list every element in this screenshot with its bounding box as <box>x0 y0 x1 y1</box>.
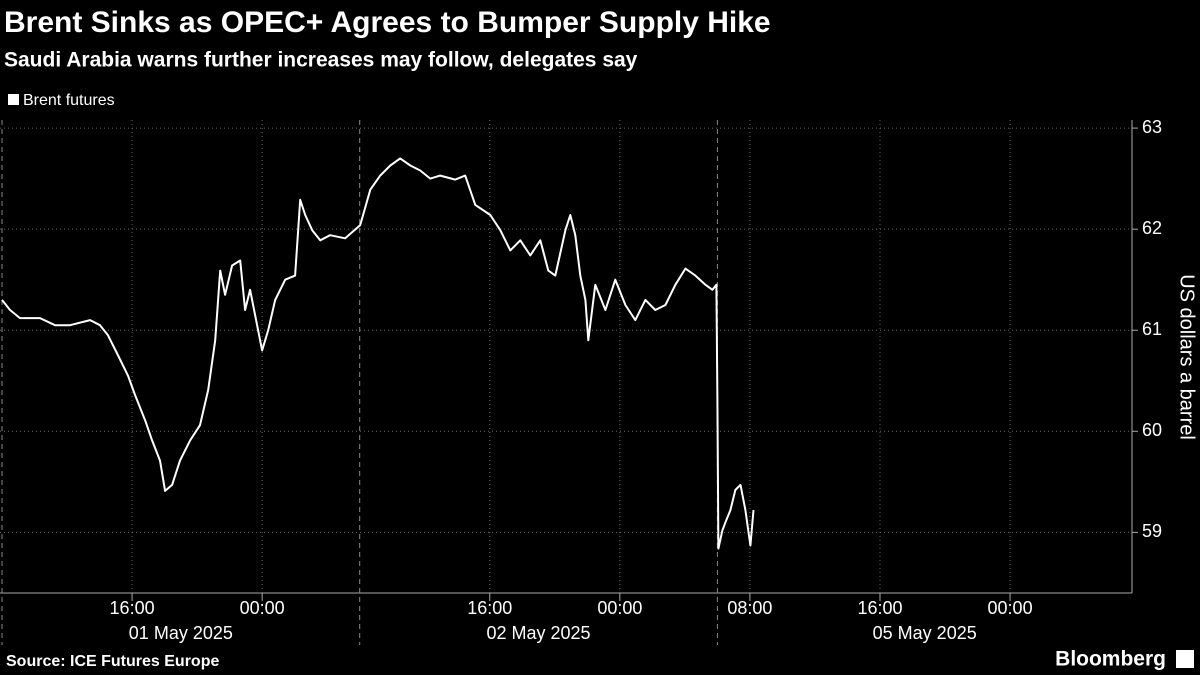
brand: Bloomberg <box>1055 648 1166 671</box>
legend-label: Brent futures <box>23 92 115 109</box>
y-tick-label: 63 <box>1142 117 1162 137</box>
x-tick-label: 16:00 <box>857 598 902 618</box>
chart-title: Brent Sinks as OPEC+ Agrees to Bumper Su… <box>4 6 771 39</box>
date-label: 02 May 2025 <box>487 623 591 643</box>
date-label: 05 May 2025 <box>873 623 977 643</box>
x-tick-label: 00:00 <box>240 598 285 618</box>
legend-swatch <box>8 94 19 105</box>
date-label: 01 May 2025 <box>129 623 233 643</box>
price-line <box>1 157 755 550</box>
y-tick-label: 59 <box>1142 521 1162 541</box>
source: Source: ICE Futures Europe <box>6 653 219 670</box>
y-tick-label: 61 <box>1142 319 1162 339</box>
x-tick-label: 00:00 <box>988 598 1033 618</box>
x-tick-label: 00:00 <box>597 598 642 618</box>
brand-icon <box>1176 650 1194 668</box>
y-axis-label: US dollars a barrel <box>1176 274 1198 440</box>
chart-subtitle: Saudi Arabia warns further increases may… <box>4 49 638 72</box>
x-tick-label: 16:00 <box>467 598 512 618</box>
x-tick-label: 08:00 <box>727 598 772 618</box>
x-tick-label: 16:00 <box>110 598 155 618</box>
y-tick-label: 62 <box>1142 218 1162 238</box>
y-tick-label: 60 <box>1142 420 1162 440</box>
